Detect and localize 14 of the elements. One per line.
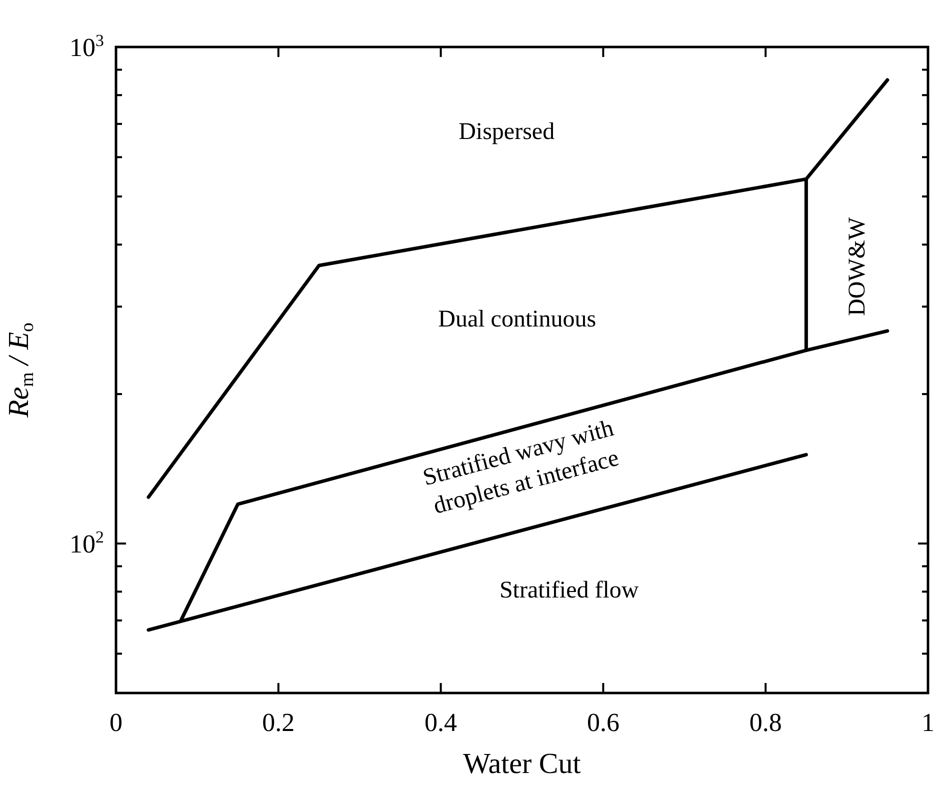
x-tick-label: 0.8 (749, 708, 782, 737)
annotation: DOW&W (844, 216, 871, 316)
annotation: Stratified flow (499, 578, 640, 604)
annotation: Dual continuous (438, 306, 596, 332)
x-tick-label: 0.2 (262, 708, 295, 737)
y-tick-label: 10$^{3}$ (70, 30, 104, 62)
x-tick-label: 1 (922, 708, 934, 737)
x-axis-title: Water Cut (463, 748, 581, 780)
annotation: Stratified wavy with droplets at interface (420, 415, 622, 520)
x-tick-label: 0.6 (586, 708, 620, 737)
x-tick-label: 0 (110, 708, 122, 737)
annotation: Dispersed (458, 118, 555, 145)
y-tick-label: 10$^{2}$ (70, 527, 104, 559)
x-tick-label: 0.4 (424, 708, 458, 737)
